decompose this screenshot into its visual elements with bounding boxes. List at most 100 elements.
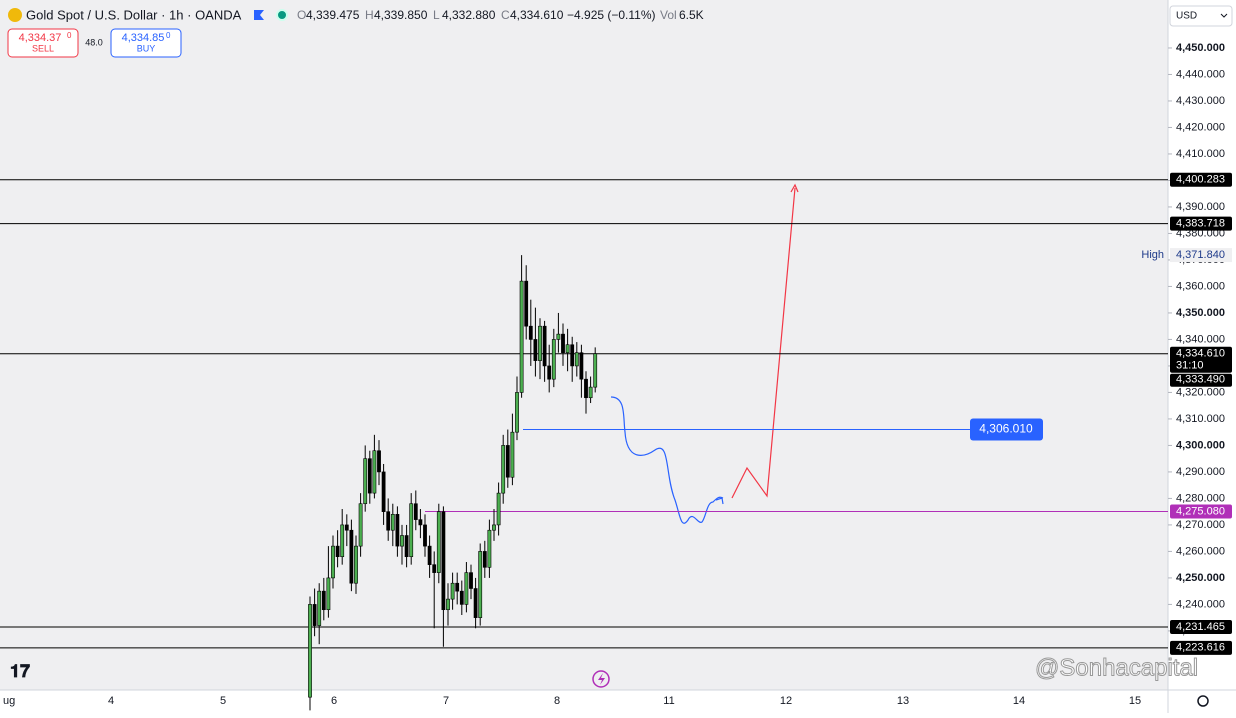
candle-body (423, 524, 427, 547)
candle-body (551, 339, 556, 380)
y-tick-label: 4,300.000 (1176, 439, 1225, 451)
candle-body (570, 344, 575, 367)
candle-body (335, 545, 340, 558)
y-tick-label: 4,410.000 (1176, 148, 1225, 160)
candle-body (432, 564, 437, 573)
high-box (1170, 248, 1232, 263)
candle-body (344, 524, 349, 531)
candle-body (331, 545, 335, 579)
y-tick-label: 4,260.000 (1176, 545, 1225, 557)
x-tick-label: 13 (897, 695, 909, 707)
candle-body (574, 352, 579, 367)
ohlc-key: H (365, 8, 374, 22)
ohlc-value: 4,332.880 (442, 8, 496, 22)
buy-button[interactable] (110, 28, 182, 58)
candle-body (349, 529, 354, 584)
y-tick-label: 4,320.000 (1176, 386, 1225, 398)
candle-body (404, 535, 409, 558)
candle-body (487, 529, 492, 568)
flag-icon[interactable] (254, 10, 264, 20)
level-box (1170, 216, 1232, 231)
bid-box (1170, 373, 1232, 387)
candle-body (418, 519, 423, 526)
last-label: 4,334.610 (1176, 348, 1225, 360)
candle-body (381, 471, 386, 512)
candle-body (446, 598, 450, 611)
lightning-icon[interactable] (592, 670, 610, 688)
candle-body (459, 590, 464, 605)
candle-body (409, 503, 414, 558)
sell-price: 4,334.37 (19, 32, 62, 44)
candle-body (565, 344, 570, 353)
level-box (1170, 172, 1232, 187)
candle-body (469, 572, 473, 589)
candle-body (363, 458, 368, 505)
ohlc-value: 4,339.475 (306, 8, 360, 22)
candle-body (524, 280, 529, 327)
buy-sup: 0 (166, 31, 171, 40)
y-tick-label: 4,440.000 (1176, 68, 1225, 80)
candle-body (547, 365, 552, 380)
sell-button[interactable] (7, 28, 79, 58)
symbol: Gold Spot / U.S. Dollar · 1h · OANDA (26, 7, 242, 22)
candle-body (473, 588, 478, 618)
candle-body (441, 511, 446, 611)
y-tick-label: 4,360.000 (1176, 280, 1225, 292)
target-box (970, 418, 1043, 441)
x-tick-label: ug (3, 695, 15, 707)
level-label: 4,383.718 (1176, 217, 1225, 229)
candle-body (482, 551, 487, 568)
sell-label: SELL (32, 43, 54, 53)
candle-body (400, 535, 404, 547)
candle-body (427, 545, 432, 565)
spread: 48.0 (85, 37, 103, 47)
ohlc: O 4,339.475 H 4,339.850 L 4,332.880 C 4,334.610… (297, 8, 704, 22)
y-tick-label: 4,390.000 (1176, 201, 1225, 213)
y-tick-label: 4,250.000 (1176, 572, 1225, 584)
candle-body (464, 572, 469, 605)
candle-body (510, 431, 515, 478)
candle-body (515, 392, 519, 433)
buy-price: 4,334.85 (122, 32, 165, 44)
candle-body (321, 590, 326, 611)
candle-body (354, 545, 358, 584)
level-box (1170, 504, 1232, 519)
change: −4.925 (−0.11%) (567, 8, 656, 22)
countdown: 31:10 (1176, 360, 1204, 372)
level-label: 4,223.616 (1176, 642, 1225, 654)
x-tick-label: 14 (1013, 695, 1025, 707)
x-tick-label: 7 (443, 695, 449, 707)
y-tick-label: 4,310.000 (1176, 413, 1225, 425)
candle-body (588, 386, 593, 399)
ohlc-key: C (501, 8, 510, 22)
ohlc-key: O (297, 8, 306, 22)
y-tick-label: 4,450.000 (1176, 42, 1225, 54)
candle-body (561, 333, 565, 353)
target-label: 4,306.010 (979, 422, 1033, 436)
level-box (1170, 620, 1232, 635)
target-path (731, 183, 799, 499)
candle-body (501, 445, 506, 494)
y-tick-label: 4,350.000 (1176, 307, 1225, 319)
candle-body (584, 378, 588, 399)
currency-select[interactable] (1169, 5, 1233, 27)
sell-sup: 0 (67, 31, 72, 40)
level-label: 4,275.080 (1176, 505, 1225, 517)
candle-body (579, 352, 584, 380)
high-label: 4,371.840 (1176, 249, 1225, 261)
candle-body (340, 524, 345, 558)
candle-body (372, 450, 377, 494)
candle-body (308, 604, 312, 698)
watermark: @Sonhacapital (1035, 654, 1198, 681)
settings-icon[interactable] (1197, 695, 1209, 707)
candle-body (377, 450, 381, 473)
candle-body (386, 511, 391, 531)
volume-label: Vol (660, 8, 677, 22)
candle-body (455, 582, 460, 592)
y-tick-label: 4,290.000 (1176, 466, 1225, 478)
candle-body (528, 325, 533, 340)
ohlc-key: L (433, 8, 440, 22)
chart-area (0, 0, 1168, 690)
y-tick-label: 4,420.000 (1176, 121, 1225, 133)
